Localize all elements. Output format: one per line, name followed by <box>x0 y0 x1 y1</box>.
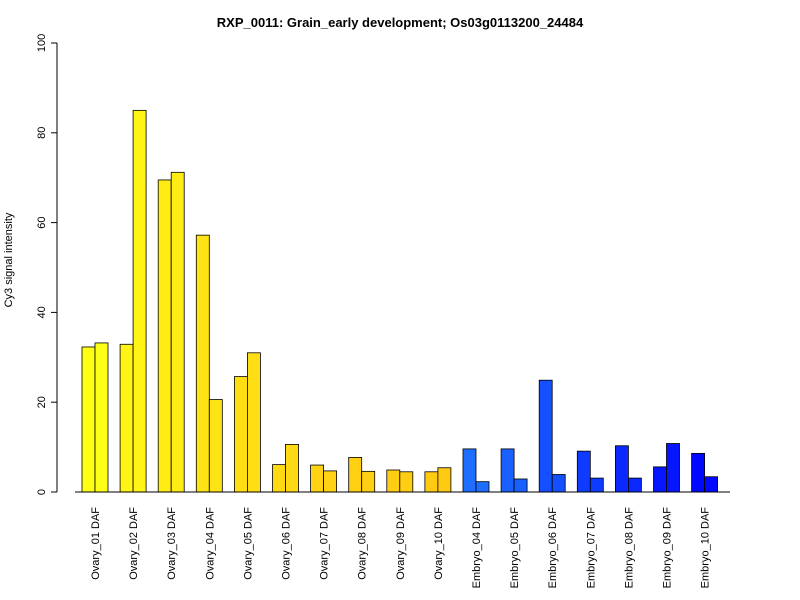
bar <box>195 234 210 493</box>
bar <box>653 466 667 493</box>
bar <box>615 445 629 493</box>
bar <box>361 470 376 493</box>
bar <box>628 477 642 493</box>
chart-title: RXP_0011: Grain_early development; Os03g… <box>217 15 584 30</box>
x-tick-label: Ovary_09 DAF <box>395 507 407 580</box>
bar <box>81 346 96 493</box>
x-axis: Ovary_01 DAF Ovary_02 DAF Ovary_03 DAF Ovar… <box>75 491 730 589</box>
bar <box>704 476 718 493</box>
bars-group <box>81 109 718 493</box>
bar <box>233 376 248 493</box>
y-tick-label: 100 <box>36 34 48 52</box>
x-tick-label: Embryo_07 DAF <box>585 507 597 589</box>
x-tick-label: Ovary_04 DAF <box>204 507 216 580</box>
bar <box>691 452 705 493</box>
y-axis: 0 20 40 60 80 100 <box>36 34 58 495</box>
x-tick-label: Ovary_10 DAF <box>433 507 445 580</box>
bar <box>310 464 325 493</box>
bar <box>424 471 439 493</box>
bar <box>94 342 109 493</box>
x-tick-label: Ovary_02 DAF <box>128 507 140 580</box>
bar <box>475 481 490 493</box>
bar <box>386 469 401 493</box>
bar <box>437 467 452 493</box>
bar <box>157 179 172 493</box>
bar <box>285 444 299 493</box>
bar <box>666 443 680 493</box>
x-tick-label: Ovary_01 DAF <box>90 507 102 580</box>
y-tick-label: 40 <box>36 306 48 318</box>
bar <box>208 399 223 493</box>
y-tick-label: 80 <box>36 127 48 139</box>
bar <box>513 478 528 493</box>
y-axis-label: Cy3 signal intensity <box>3 212 15 307</box>
y-tick-label: 60 <box>36 216 48 228</box>
x-tick-label: Embryo_04 DAF <box>471 507 483 589</box>
x-tick-label: Ovary_07 DAF <box>319 507 331 580</box>
bar <box>170 171 185 493</box>
bar <box>246 352 261 493</box>
bar <box>500 448 515 493</box>
bar <box>348 457 363 493</box>
x-tick-label: Embryo_10 DAF <box>700 507 712 589</box>
bar <box>576 450 591 493</box>
bar <box>272 464 286 493</box>
bar <box>589 477 604 493</box>
bar <box>551 474 566 493</box>
bar <box>323 470 338 493</box>
bar <box>462 448 477 493</box>
x-tick-label: Embryo_09 DAF <box>662 507 674 589</box>
y-tick-label: 0 <box>36 489 48 495</box>
x-tick-label: Ovary_05 DAF <box>242 507 254 580</box>
x-tick-label: Embryo_05 DAF <box>509 507 521 589</box>
x-tick-label: Embryo_06 DAF <box>547 507 559 589</box>
bar <box>119 343 134 493</box>
bar <box>132 109 147 493</box>
bar <box>399 471 414 493</box>
x-tick-label: Ovary_03 DAF <box>166 507 178 580</box>
x-tick-label: Ovary_08 DAF <box>357 507 369 580</box>
y-tick-label: 20 <box>36 396 48 408</box>
bar <box>538 379 553 493</box>
x-tick-label: Embryo_08 DAF <box>623 507 635 589</box>
x-tick-label: Ovary_06 DAF <box>281 507 293 580</box>
